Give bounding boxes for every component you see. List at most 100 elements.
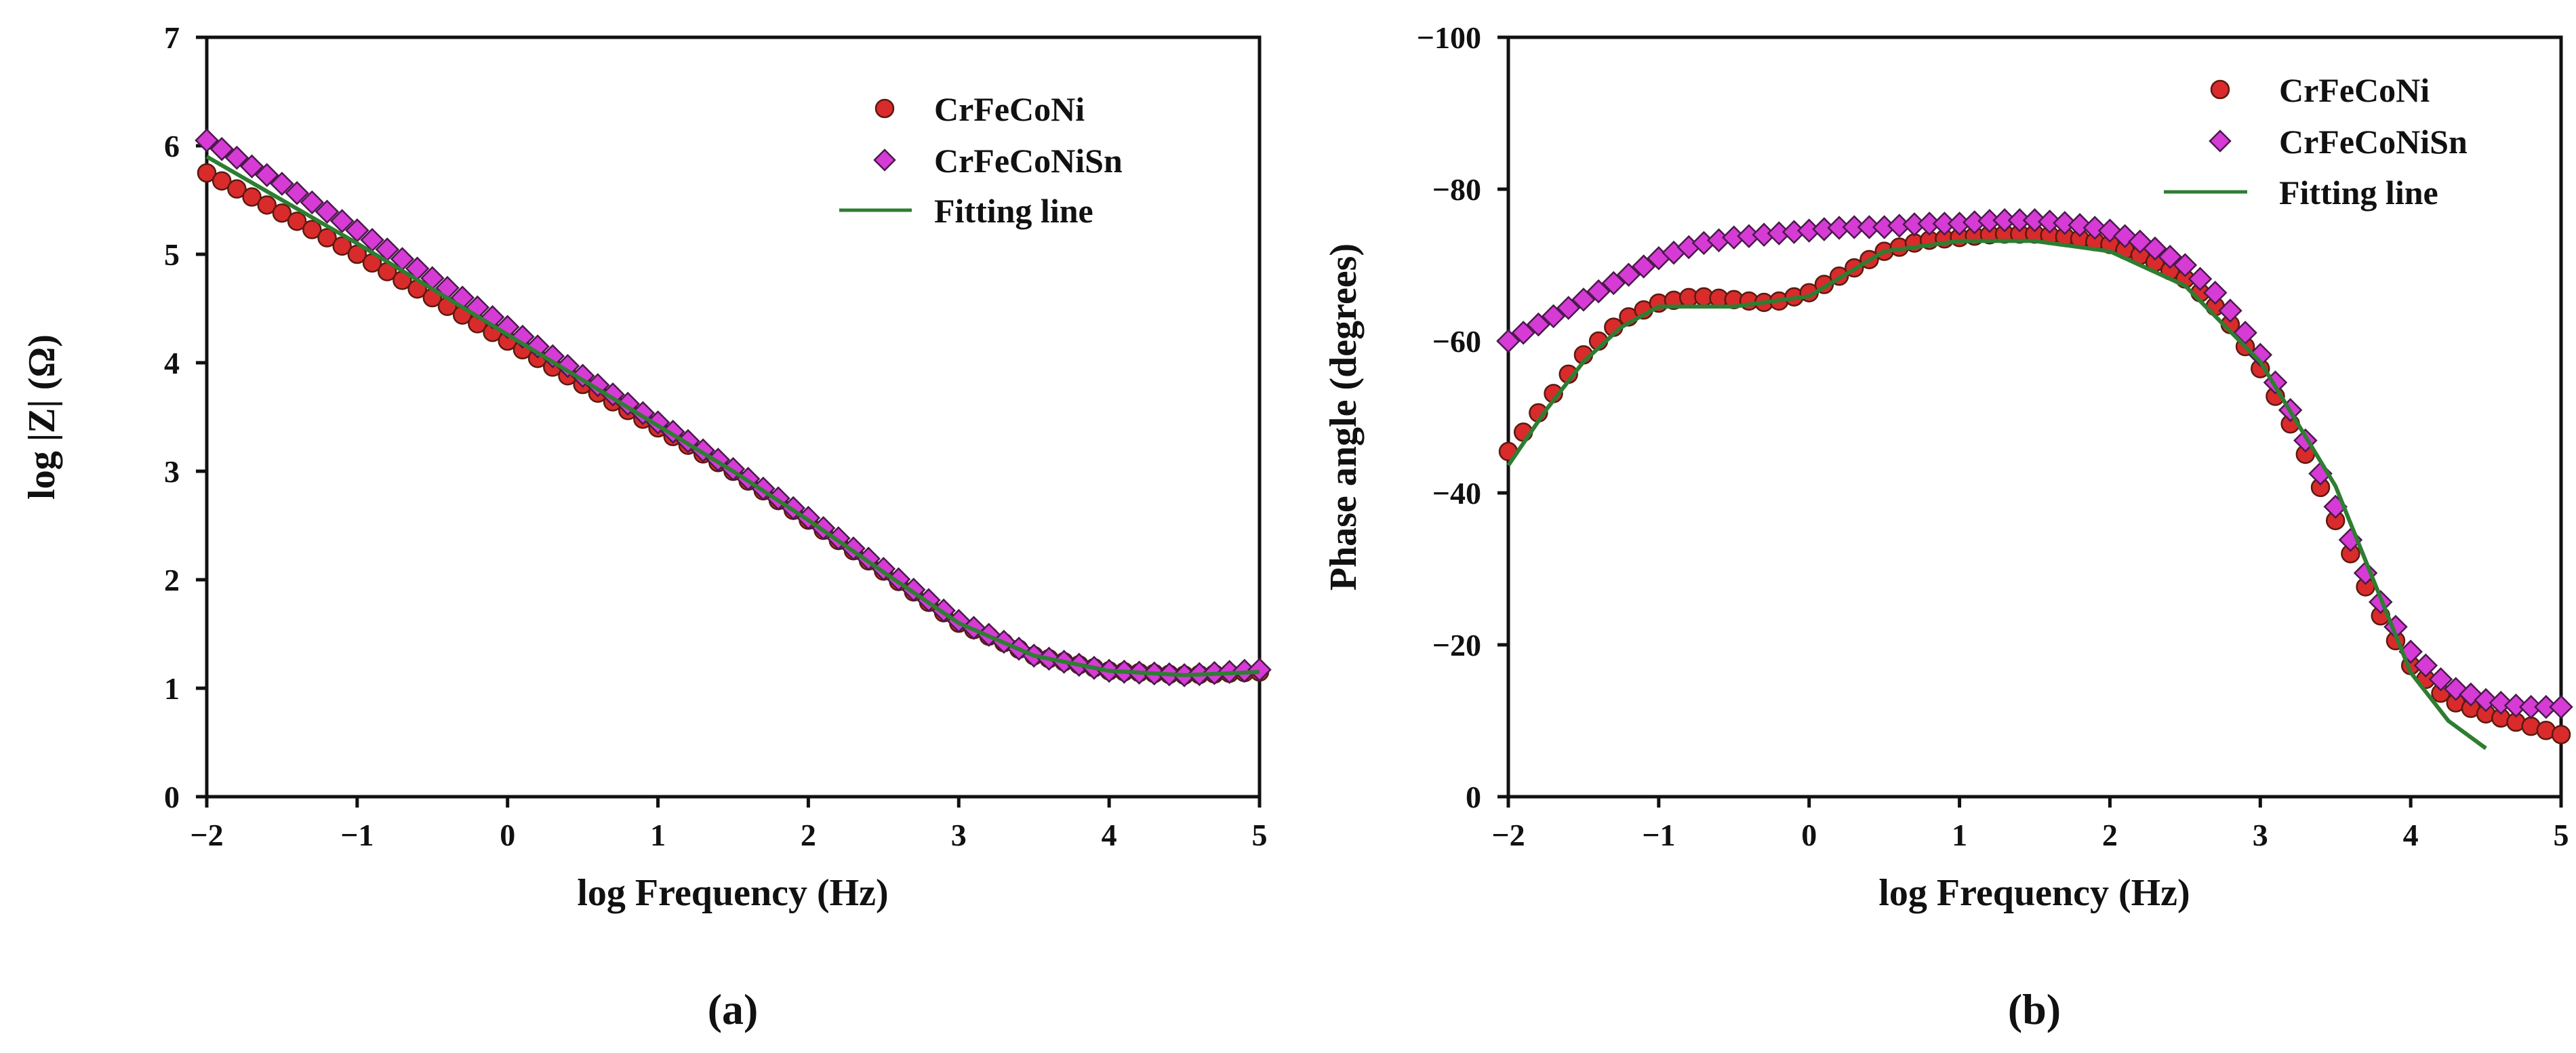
y-tick-label-a-7: 7 <box>164 20 180 55</box>
point-a-crfeconi-2 <box>227 179 247 199</box>
legend-a-fit-label: Fitting line <box>934 192 1093 230</box>
panel-a-plot-area <box>205 35 1262 799</box>
point-a-crfeconisn-7 <box>300 190 325 215</box>
panel-a-label: (a) <box>708 985 759 1033</box>
point-b-crfeconisn-67 <box>2503 693 2529 718</box>
point-b-crfeconisn-38 <box>2068 213 2092 237</box>
point-a-crfeconisn-0 <box>195 128 219 153</box>
panel-a-xlabel: log Frequency (Hz) <box>577 872 888 914</box>
y-tick-label-a-2: 2 <box>164 563 180 597</box>
panel-a-legend: CrFeCoNi CrFeCoNiSn Fitting line <box>839 90 1123 230</box>
point-b-crfeconi-70 <box>2551 725 2571 744</box>
x-tick-label-a-5: 3 <box>951 818 967 852</box>
point-b-crfeconisn-39 <box>2082 216 2108 240</box>
point-b-crfeconisn-37 <box>2053 211 2077 235</box>
point-b-crfeconisn-66 <box>2489 690 2514 715</box>
x-tick-label-a-3: 1 <box>650 818 666 852</box>
point-b-crfeconisn-0 <box>1496 329 1521 353</box>
point-b-crfeconisn-46 <box>2188 266 2213 292</box>
point-b-crfeconisn-2 <box>1526 312 1551 337</box>
x-tick-label-a-2: 0 <box>500 818 515 852</box>
y-tick-label-a-6: 6 <box>164 129 180 163</box>
y-tick-label-a-5: 5 <box>164 237 180 272</box>
series-a-fitting-line <box>205 155 1260 677</box>
point-a-crfeconi-1 <box>212 171 232 191</box>
y-tick-label-b-0: 0 <box>1466 780 1481 814</box>
panel-b-fit-layer <box>1506 239 2487 751</box>
y-tick-label-a-1: 1 <box>164 671 180 706</box>
point-b-crfeconisn-3 <box>1541 304 1566 329</box>
panel-a-fit-layer <box>205 155 1260 677</box>
panel-b: −2 −1 0 1 2 3 4 5 0 −20 −40 −60 −80 −100 log Frequenc… <box>1323 20 2573 1033</box>
point-b-crfeconisn-9 <box>1631 254 1656 279</box>
x-tick-label-b-4: 2 <box>2102 818 2118 852</box>
x-tick-label-a-7: 5 <box>1252 818 1268 852</box>
x-tick-label-b-5: 3 <box>2253 818 2268 852</box>
point-a-crfeconi-6 <box>287 212 307 231</box>
y-tick-label-a-0: 0 <box>164 780 180 814</box>
panel-a: −2 −1 0 1 2 3 4 5 0 1 2 3 4 5 6 7 log Frequency (Hz) lo… <box>21 20 1272 1033</box>
point-a-crfeconi-5 <box>272 203 292 223</box>
panel-b-legend: CrFeCoNi CrFeCoNiSn Fitting line <box>2164 71 2468 212</box>
point-a-crfeconisn-24 <box>555 354 580 378</box>
y-tick-label-b-1: −20 <box>1432 628 1481 662</box>
y-tick-label-b-4: −80 <box>1432 172 1481 207</box>
panel-b-ticks: −2 −1 0 1 2 3 4 5 0 −20 −40 −60 −80 −100 <box>1417 20 2569 852</box>
point-a-crfeconi-4 <box>257 195 277 215</box>
point-a-crfeconisn-6 <box>285 180 309 205</box>
x-tick-label-a-1: −1 <box>340 818 374 852</box>
legend-b-crfeconisn-label: CrFeCoNiSn <box>2279 123 2468 161</box>
point-b-crfeconisn-70 <box>2549 694 2573 719</box>
legend-b-crfeconi-marker <box>2210 79 2230 100</box>
x-tick-label-b-6: 4 <box>2403 818 2419 852</box>
panel-b-plot-area <box>1506 35 2563 799</box>
point-b-crfeconisn-6 <box>1586 279 1611 304</box>
y-tick-label-b-5: −100 <box>1417 20 1481 55</box>
point-a-crfeconisn-70 <box>1247 658 1272 682</box>
legend-b-fit-label: Fitting line <box>2279 174 2438 212</box>
point-a-crfeconi-3 <box>242 187 262 207</box>
point-a-crfeconisn-2 <box>224 145 249 170</box>
x-tick-label-b-3: 1 <box>1952 818 1967 852</box>
x-tick-label-a-6: 4 <box>1102 818 1117 852</box>
y-tick-label-b-2: −40 <box>1432 476 1481 511</box>
point-a-crfeconisn-4 <box>254 163 279 187</box>
point-b-crfeconisn-5 <box>1571 287 1596 312</box>
point-a-crfeconi-0 <box>197 163 217 183</box>
point-b-crfeconisn-7 <box>1601 271 1626 296</box>
x-tick-label-a-0: −2 <box>190 818 223 852</box>
point-a-crfeconisn-3 <box>239 154 264 179</box>
point-a-crfeconisn-1 <box>209 137 234 161</box>
x-tick-label-b-1: −1 <box>1642 818 1675 852</box>
panel-a-ylabel: log |Z| (Ω) <box>21 334 63 500</box>
x-tick-label-b-7: 5 <box>2554 818 2569 852</box>
point-b-crfeconisn-50 <box>2248 342 2273 367</box>
panel-a-ticks: −2 −1 0 1 2 3 4 5 0 1 2 3 4 5 6 7 <box>164 20 1268 852</box>
point-a-crfeconisn-8 <box>315 199 340 224</box>
series-b-fitting-line <box>1506 239 2487 751</box>
point-a-crfeconisn-23 <box>540 344 565 369</box>
point-b-crfeconisn-35 <box>2022 208 2047 233</box>
y-tick-label-a-3: 3 <box>164 454 180 489</box>
panel-b-label: (b) <box>2008 985 2061 1033</box>
panel-a-points <box>195 128 1272 688</box>
y-tick-label-b-3: −60 <box>1432 324 1481 359</box>
point-b-crfeconisn-61 <box>2413 653 2438 678</box>
point-a-crfeconisn-5 <box>270 172 294 196</box>
legend-a-crfeconisn-label: CrFeCoNiSn <box>934 142 1123 180</box>
point-b-crfeconisn-43 <box>2143 236 2167 261</box>
panel-b-ylabel: Phase angle (degrees) <box>1323 243 1365 591</box>
panel-b-points <box>1496 208 2573 744</box>
point-a-crfeconi-7 <box>302 220 322 239</box>
point-b-crfeconisn-65 <box>2474 688 2498 713</box>
point-a-crfeconi-8 <box>317 228 337 247</box>
point-b-crfeconisn-63 <box>2443 677 2468 701</box>
point-b-crfeconisn-47 <box>2202 280 2228 305</box>
point-b-crfeconisn-48 <box>2218 298 2242 323</box>
x-tick-label-b-0: −2 <box>1491 818 1525 852</box>
point-b-crfeconisn-36 <box>2037 210 2062 234</box>
point-b-crfeconisn-62 <box>2428 667 2453 692</box>
x-tick-label-a-4: 2 <box>801 818 816 852</box>
